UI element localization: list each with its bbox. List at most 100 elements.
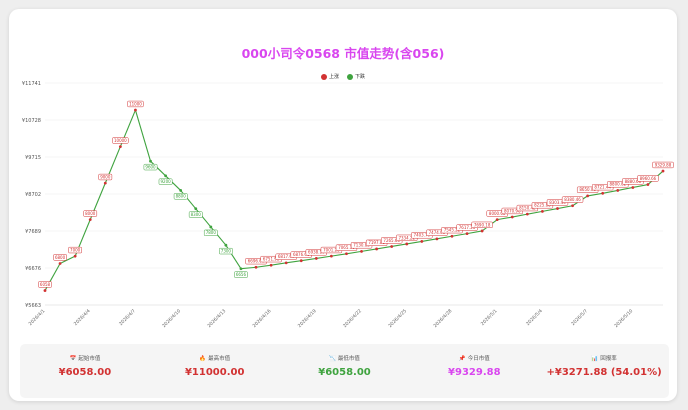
x-tick-label: 2026/4/19	[297, 308, 318, 329]
data-label-box	[98, 173, 113, 181]
data-point	[345, 252, 348, 256]
pin-icon: 📌	[458, 356, 466, 362]
stat-today-label: 📌 今日市值	[458, 356, 490, 362]
data-label-box	[112, 137, 129, 144]
data-label: 7690.18	[474, 222, 491, 227]
data-label-box	[188, 211, 203, 218]
x-tick-label: 2026/5/10	[613, 308, 634, 329]
data-point	[510, 215, 514, 219]
data-label: 8225.88	[534, 203, 551, 208]
data-label: 6751.98	[263, 257, 280, 262]
data-label-box	[234, 271, 248, 278]
data-label-box	[127, 100, 144, 108]
data-label: 7545.22	[444, 228, 461, 233]
series-segment	[331, 253, 347, 257]
data-point	[134, 108, 137, 112]
data-point	[525, 212, 529, 216]
legend-item-up[interactable]: 上涨	[320, 73, 339, 80]
data-label: 7474.06	[429, 230, 446, 235]
data-point	[571, 204, 574, 208]
data-point	[586, 194, 590, 198]
series-segment	[497, 216, 513, 221]
legend-up-label: 上涨	[328, 74, 339, 80]
data-point	[631, 186, 635, 189]
stat-lowest-label: 📉 最低市值	[329, 356, 360, 362]
data-label: 8070.96	[504, 208, 521, 213]
data-label-box	[637, 175, 659, 182]
data-label: 9000	[100, 174, 111, 179]
x-tick-label: 2026/4/4	[73, 308, 92, 327]
data-label: 7065.16	[338, 245, 355, 250]
data-label: 9329.88	[655, 162, 672, 167]
data-point	[118, 145, 122, 148]
data-label: 8721.44	[594, 185, 611, 190]
data-label-box	[203, 229, 218, 236]
series-segment	[421, 238, 437, 242]
data-label: 11000	[129, 101, 142, 106]
stat-highest-value: ¥11000.00	[184, 367, 245, 378]
data-label: 8150.42	[519, 205, 536, 210]
data-label: 6058	[40, 282, 51, 287]
data-label: 9200	[160, 179, 171, 184]
series-segment	[557, 205, 573, 210]
data-label-box	[83, 210, 98, 217]
data-label: 7403.76	[414, 233, 431, 238]
data-label-box	[652, 161, 674, 169]
data-point	[314, 257, 318, 260]
series-segment	[512, 213, 528, 218]
data-label: 9600	[145, 165, 156, 170]
data-label: 8880.66	[625, 179, 642, 184]
series-segment	[632, 184, 649, 189]
data-label: 8800.02	[610, 182, 627, 187]
x-tick-label: 2026/4/28	[432, 308, 453, 329]
data-point	[556, 207, 559, 210]
series-segment	[301, 257, 317, 262]
data-label: 7197.88	[368, 240, 385, 245]
data-label: 8960.66	[640, 176, 657, 181]
stat-highest: 🔥 最高市值 ¥11000.00	[150, 344, 280, 398]
series-segment	[376, 245, 392, 250]
data-label-box	[561, 196, 584, 203]
data-label: 8303.44	[549, 200, 566, 205]
data-label: 7130.82	[353, 243, 370, 248]
x-tick-label: 2026/4/22	[342, 308, 363, 329]
legend-down-label: 下跌	[355, 74, 366, 80]
y-tick-label: ¥11741	[22, 81, 41, 87]
x-tick-label: 2026/5/1	[480, 308, 499, 327]
data-point	[58, 262, 62, 265]
series-segment	[346, 250, 362, 255]
stat-start: 📅 起始市值 ¥6058.00	[20, 344, 150, 398]
stat-highest-label: 🔥 最高市值	[199, 356, 231, 362]
stat-today: 📌 今日市值 ¥9329.88	[409, 344, 539, 398]
data-label-box	[53, 254, 67, 261]
data-point	[435, 237, 439, 241]
y-tick-label: ¥5663	[25, 303, 41, 309]
x-tick-label: 2026/4/1	[28, 308, 47, 327]
fire-icon: 🔥	[199, 356, 207, 362]
data-point	[661, 169, 665, 173]
data-point	[194, 207, 198, 211]
stat-today-value: ¥9329.88	[448, 367, 501, 378]
data-label: 8650.08	[579, 187, 596, 192]
stats-panel: 📅 起始市值 ¥6058.00 🔥 最高市值 ¥11000.00 📉 最低市值 ¥60…	[20, 344, 669, 398]
chart-down-icon: 📉	[329, 356, 336, 362]
series-segment	[617, 186, 633, 191]
series-segment	[240, 266, 257, 270]
bar-chart-icon: 📊	[591, 356, 599, 362]
data-point	[495, 218, 499, 222]
series-segment	[602, 189, 618, 194]
stat-start-label: 📅 起始市值	[69, 356, 101, 362]
data-point	[103, 181, 107, 185]
legend-down-swatch	[347, 73, 353, 80]
series-segment	[451, 233, 468, 237]
y-tick-label: ¥10728	[22, 118, 41, 124]
data-point	[616, 189, 620, 192]
series-segment	[59, 255, 76, 264]
chart-legend: 上涨 下跌	[9, 73, 677, 80]
data-label: 6800	[55, 255, 66, 260]
legend-item-down[interactable]: 下跌	[347, 73, 365, 80]
data-point	[73, 254, 77, 258]
data-point	[254, 265, 258, 269]
data-point	[601, 191, 605, 195]
x-tick-label: 2026/4/13	[206, 308, 227, 329]
